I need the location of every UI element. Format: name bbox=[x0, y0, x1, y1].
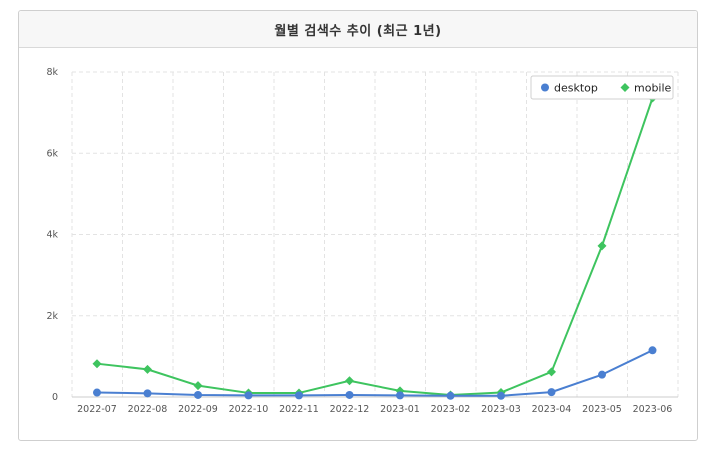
data-point bbox=[143, 364, 152, 374]
data-point bbox=[345, 390, 354, 399]
data-point bbox=[497, 391, 505, 400]
data-point bbox=[597, 241, 607, 251]
x-tick-label: 2022-10 bbox=[229, 404, 269, 415]
legend-box bbox=[530, 75, 674, 100]
y-tick-label: 4k bbox=[46, 230, 58, 241]
x-tick-label: 2023-02 bbox=[431, 404, 471, 415]
series-line bbox=[96, 349, 653, 397]
y-tick-label: 6k bbox=[46, 148, 58, 159]
x-tick-label: 2022-07 bbox=[77, 404, 117, 415]
y-tick-label: 0 bbox=[52, 392, 58, 403]
x-tick-label: 2022-12 bbox=[330, 404, 370, 415]
x-axis: 2022-07 2022-08 2022-09 2022-10 2022-11 2022-… bbox=[77, 404, 672, 415]
data-point bbox=[295, 391, 303, 400]
x-tick-label: 2023-01 bbox=[380, 404, 420, 415]
legend[interactable]: desktop mobile bbox=[530, 75, 674, 100]
data-point bbox=[396, 391, 404, 400]
grid bbox=[71, 71, 679, 398]
legend-swatch-desktop bbox=[541, 83, 549, 92]
x-tick-label: 2022-11 bbox=[279, 404, 319, 415]
data-point bbox=[193, 381, 203, 391]
data-point bbox=[446, 391, 455, 400]
x-tick-label: 2023-04 bbox=[532, 404, 572, 415]
x-tick-label: 2022-08 bbox=[128, 404, 168, 415]
x-tick-label: 2023-06 bbox=[633, 404, 673, 415]
data-point bbox=[143, 389, 152, 398]
data-point bbox=[244, 391, 253, 400]
chart-title: 월별 검색수 추이 (최근 1년) bbox=[274, 23, 442, 39]
x-tick-label: 2023-03 bbox=[481, 404, 521, 415]
legend-swatch-mobile bbox=[620, 83, 630, 92]
x-tick-label: 2022-09 bbox=[178, 404, 218, 415]
y-tick-label: 8k bbox=[46, 67, 58, 78]
data-point bbox=[598, 370, 606, 379]
data-point bbox=[345, 376, 354, 386]
data-point bbox=[547, 367, 556, 377]
y-axis: 0 2k 4k 6k 8k bbox=[46, 67, 58, 403]
x-tick-label: 2023-05 bbox=[582, 404, 622, 415]
data-point bbox=[92, 359, 102, 369]
data-point bbox=[547, 388, 556, 397]
panel-header: 월별 검색수 추이 (최근 1년) bbox=[19, 11, 697, 48]
y-tick-label: 2k bbox=[46, 311, 58, 322]
series-desktop bbox=[93, 346, 657, 400]
legend-label-desktop: desktop bbox=[554, 82, 598, 95]
data-point bbox=[194, 390, 202, 399]
data-point bbox=[93, 388, 101, 397]
series-line bbox=[96, 97, 654, 396]
data-point bbox=[648, 346, 657, 355]
legend-label-mobile: mobile bbox=[634, 82, 672, 95]
